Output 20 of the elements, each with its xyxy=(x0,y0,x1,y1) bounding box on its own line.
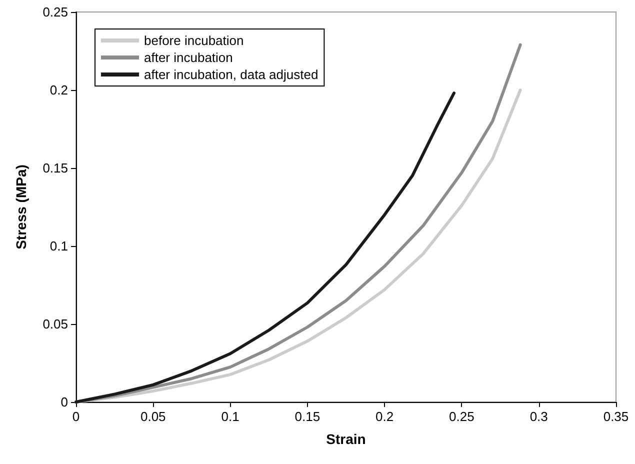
legend-label: before incubation xyxy=(144,33,244,48)
x-tick-label: 0.05 xyxy=(140,409,166,424)
x-tick-label: 0.25 xyxy=(449,409,474,424)
x-axis-title: Strain xyxy=(326,431,366,447)
x-tick-label: 0.15 xyxy=(294,409,320,424)
y-tick-label: 0 xyxy=(60,394,68,410)
y-tick-label: 0.05 xyxy=(42,316,68,332)
y-tick-label: 0.15 xyxy=(42,160,68,176)
x-tick-label: 0 xyxy=(72,409,80,424)
y-tick-label: 0.1 xyxy=(50,238,68,254)
y-tick-label: 0.25 xyxy=(42,4,68,20)
legend-label: after incubation, data adjusted xyxy=(144,67,318,82)
x-tick-label: 0.1 xyxy=(221,409,240,424)
line-series xyxy=(74,92,456,404)
x-tick-label: 0.3 xyxy=(530,409,548,424)
y-tick-label: 0.2 xyxy=(50,82,68,98)
x-tick-label: 0.2 xyxy=(376,409,394,424)
legend-label: after incubation xyxy=(144,50,233,65)
y-axis-title: Stress (MPa) xyxy=(13,164,29,250)
x-tick-label: 0.35 xyxy=(603,409,629,424)
